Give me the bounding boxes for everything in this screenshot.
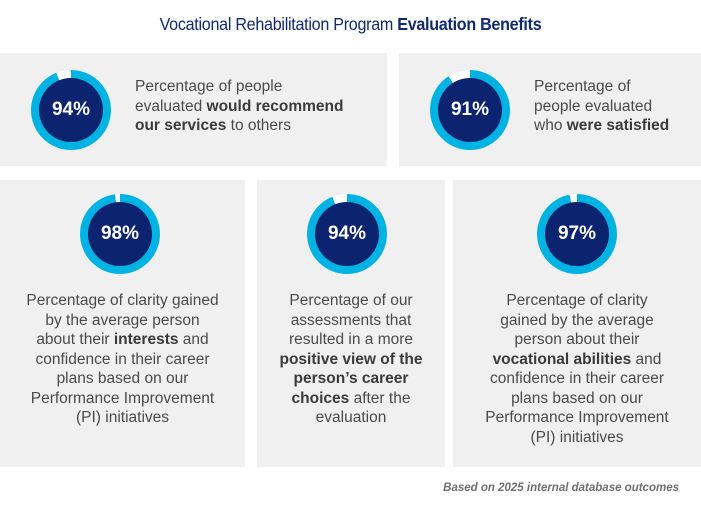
body-text: who <box>534 117 567 134</box>
stat-description: Percentage of clarity gained by the avera… <box>453 291 701 447</box>
body-text: and <box>178 331 209 348</box>
body-text: plans based on our <box>56 370 189 387</box>
stat-description: Percentage of people evaluated would reco… <box>135 77 380 136</box>
body-text: person about their <box>514 331 640 348</box>
emphasis-text: vocational abilities <box>492 350 632 368</box>
body-text: evaluated <box>135 97 207 115</box>
body-text: gained by the average <box>500 311 654 329</box>
stat-card-satisfied: 91% Percentage of people evaluated who wer… <box>399 53 701 166</box>
emphasis-text: were satisfied <box>566 117 670 134</box>
emphasis-text: positive view of the <box>279 350 423 368</box>
progress-ring-icon: 98% <box>80 194 160 274</box>
body-text: Performance Improvement <box>485 409 669 426</box>
page-title: Vocational Rehabilitation Program Evalua… <box>28 14 673 35</box>
emphasis-text: person’s career <box>293 370 409 387</box>
body-text: and <box>631 350 662 368</box>
body-text: resulted in a more <box>288 331 414 348</box>
body-text: Percentage of our <box>289 292 413 309</box>
emphasis-text: interests <box>113 331 179 348</box>
stat-value: 91% <box>438 78 502 142</box>
body-text: Percentage of <box>534 78 631 95</box>
body-text: (PI) initiatives <box>75 409 170 426</box>
body-text: about their <box>36 331 114 348</box>
stat-description: Percentage of our assessments that resulte… <box>257 291 445 428</box>
progress-ring-icon: 97% <box>537 194 617 274</box>
body-text: by the average person <box>45 311 200 329</box>
body-text: assessments that <box>290 311 412 329</box>
footnote: Based on 2025 internal database outcomes <box>443 482 679 494</box>
body-text: confidence in their career <box>489 370 665 387</box>
stat-card-recommend: 94% Percentage of people evaluated would … <box>0 53 387 166</box>
stat-card-positive-view: 94% Percentage of our assessments that res… <box>257 180 445 467</box>
stat-card-vocational-abilities: 97% Percentage of clarity gained by the a… <box>453 180 701 467</box>
title-regular: Vocational Rehabilitation Program <box>159 14 394 34</box>
stat-description: Percentage of people evaluated who were sa… <box>534 77 699 136</box>
body-text: Percentage of clarity <box>506 292 648 309</box>
emphasis-text: choices <box>291 389 350 407</box>
body-text: after the <box>349 389 411 407</box>
body-text: Percentage of people <box>135 78 283 95</box>
stat-value: 98% <box>88 202 152 266</box>
title-bold: Evaluation Benefits <box>397 14 542 34</box>
stat-value: 94% <box>39 78 103 142</box>
body-text: to others <box>226 117 291 134</box>
stat-card-interests: 98% Percentage of clarity gained by the a… <box>0 180 245 467</box>
body-text: evaluation <box>315 409 387 426</box>
body-text: plans based on our <box>511 389 643 407</box>
progress-ring-icon: 91% <box>430 70 510 150</box>
progress-ring-icon: 94% <box>31 70 111 150</box>
body-text: (PI) initiatives <box>530 428 624 446</box>
stat-description: Percentage of clarity gained by the avera… <box>0 291 245 428</box>
emphasis-text: our services <box>135 117 227 134</box>
body-text: people evaluated <box>534 97 653 115</box>
emphasis-text: would recommend <box>206 97 344 115</box>
body-text: confidence in their career <box>35 350 210 368</box>
progress-ring-icon: 94% <box>307 194 387 274</box>
body-text: Performance Improvement <box>30 389 215 407</box>
stat-value: 97% <box>545 202 609 266</box>
body-text: Percentage of clarity gained <box>26 292 219 309</box>
stat-value: 94% <box>315 202 379 266</box>
